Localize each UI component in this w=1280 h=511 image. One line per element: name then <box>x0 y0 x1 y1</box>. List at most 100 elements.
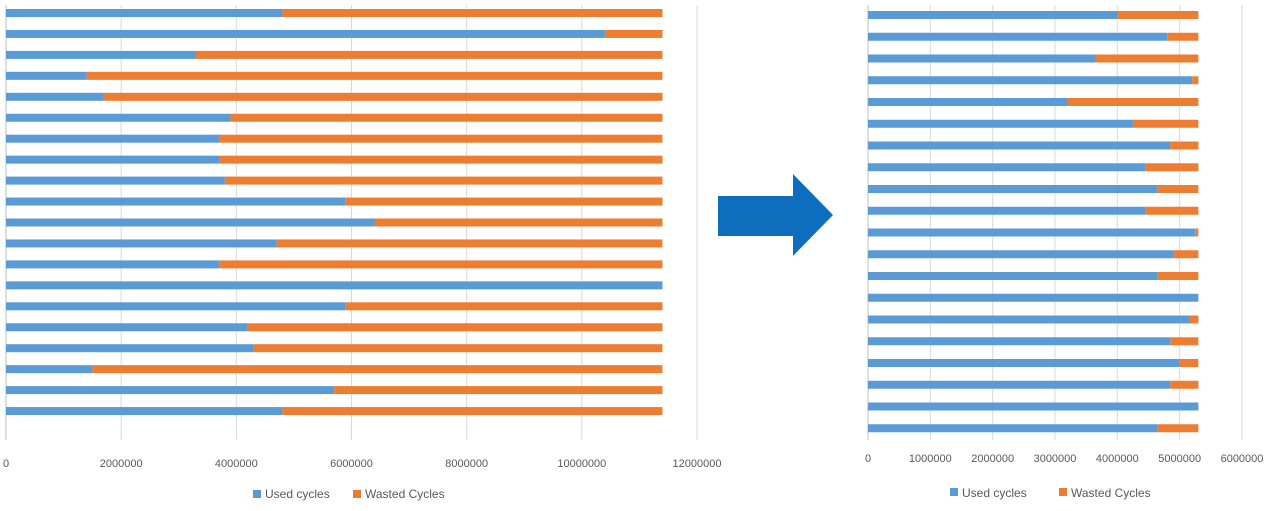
right-bar-wasted-cycles <box>1067 98 1199 106</box>
right-x-tick-label: 1000000 <box>909 453 952 465</box>
left-bar-used-cycles <box>6 218 375 227</box>
right-bar-used-cycles <box>868 337 1171 346</box>
right-bar-used-cycles <box>868 119 1133 128</box>
right-arrow-icon <box>718 174 833 256</box>
left-bar-wasted-cycles <box>219 155 663 164</box>
left-bar-used-cycles <box>6 260 220 269</box>
right-x-tick-label: 6000000 <box>1221 453 1264 465</box>
right-bar-used-cycles <box>868 206 1146 215</box>
right-bar-wasted-cycles <box>1157 185 1199 193</box>
right-x-tick-label: 3000000 <box>1034 453 1077 465</box>
right-bar-wasted-cycles <box>1132 119 1199 128</box>
left-legend: Used cycles Wasted Cycles <box>253 487 445 501</box>
left-bar-used-cycles <box>6 365 93 374</box>
left-bar-used-cycles <box>6 302 346 311</box>
left-bar-wasted-cycles <box>345 197 663 206</box>
left-x-tick-label: 0 <box>3 458 9 470</box>
right-gridlines <box>867 5 1243 440</box>
left-legend-wasted-swatch <box>353 490 361 498</box>
left-legend-used-swatch <box>253 490 261 498</box>
left-legend-wasted-label: Wasted Cycles <box>365 487 445 501</box>
left-bar-used-cycles <box>6 29 605 38</box>
right-x-tick-label: 4000000 <box>1096 453 1139 465</box>
left-legend-used-label: Used cycles <box>265 487 330 501</box>
left-x-tick-label: 4000000 <box>215 458 258 470</box>
right-bar-used-cycles <box>868 76 1193 85</box>
right-bar-wasted-cycles <box>1170 141 1199 150</box>
left-bar-used-cycles <box>6 386 335 395</box>
right-bars <box>868 11 1199 433</box>
left-bar-used-cycles <box>6 113 231 122</box>
right-bar-wasted-cycles <box>1145 206 1199 215</box>
right-bar-wasted-cycles <box>1192 76 1199 85</box>
right-bar-used-cycles <box>868 54 1096 63</box>
left-bar-wasted-cycles <box>282 407 663 416</box>
left-bar-used-cycles <box>6 134 220 143</box>
left-bar-used-cycles <box>6 323 248 332</box>
right-bar-used-cycles <box>868 380 1171 389</box>
left-bar-wasted-cycles <box>345 302 663 311</box>
left-bar-used-cycles <box>6 9 283 17</box>
left-bar-wasted-cycles <box>196 50 663 59</box>
right-bar-wasted-cycles <box>1167 32 1199 41</box>
left-bar-used-cycles <box>6 176 225 185</box>
right-x-tick-label: 0 <box>865 453 871 465</box>
left-x-tick-label: 6000000 <box>330 458 373 470</box>
right-legend-used-label: Used cycles <box>962 486 1027 500</box>
left-bar-wasted-cycles <box>253 344 663 353</box>
left-bar-used-cycles <box>6 50 197 59</box>
right-bar-used-cycles <box>868 11 1118 19</box>
right-bar-wasted-cycles <box>1195 228 1199 237</box>
right-bar-used-cycles <box>868 424 1158 433</box>
left-bars <box>6 9 663 416</box>
left-bar-used-cycles <box>6 155 220 164</box>
right-bar-wasted-cycles <box>1173 250 1199 259</box>
left-bar-wasted-cycles <box>219 260 663 269</box>
right-bar-wasted-cycles <box>1179 359 1199 367</box>
right-bar-used-cycles <box>868 141 1171 150</box>
right-bar-used-cycles <box>868 250 1174 259</box>
left-x-tick-label: 10000000 <box>557 458 606 470</box>
right-bar-used-cycles <box>868 359 1180 367</box>
left-bar-wasted-cycles <box>219 134 663 143</box>
left-bar-used-cycles <box>6 92 104 101</box>
left-bar-used-cycles <box>6 281 663 290</box>
left-bar-used-cycles <box>6 71 87 80</box>
right-bar-used-cycles <box>868 98 1068 106</box>
left-bar-wasted-cycles <box>103 92 663 101</box>
right-bar-wasted-cycles <box>1145 163 1199 172</box>
right-bar-used-cycles <box>868 315 1190 324</box>
right-x-tick-label: 5000000 <box>1158 453 1201 465</box>
left-x-tick-label: 12000000 <box>673 458 722 470</box>
left-bar-used-cycles <box>6 344 254 353</box>
right-bar-wasted-cycles <box>1095 54 1199 63</box>
left-bar-wasted-cycles <box>604 29 663 38</box>
left-x-tick-labels: 0 2000000 4000000 6000000 8000000 10000000 120… <box>3 458 722 470</box>
right-bar-wasted-cycles <box>1157 424 1199 433</box>
right-x-tick-label: 2000000 <box>971 453 1014 465</box>
right-bar-wasted-cycles <box>1157 272 1199 280</box>
left-bar-wasted-cycles <box>224 176 663 185</box>
left-bar-wasted-cycles <box>334 386 663 395</box>
left-x-tick-label: 8000000 <box>445 458 488 470</box>
right-bar-used-cycles <box>868 272 1158 280</box>
right-bar-wasted-cycles <box>1170 380 1199 389</box>
left-bar-wasted-cycles <box>276 239 663 248</box>
left-bar-used-cycles <box>6 407 283 416</box>
right-bar-wasted-cycles <box>1117 11 1199 19</box>
right-bar-used-cycles <box>868 185 1158 193</box>
left-x-tick-label: 2000000 <box>100 458 143 470</box>
right-bar-wasted-cycles <box>1189 315 1199 324</box>
right-legend-used-swatch <box>950 488 958 496</box>
right-bar-used-cycles <box>868 402 1199 411</box>
right-bar-wasted-cycles <box>1170 337 1199 346</box>
left-bar-wasted-cycles <box>230 113 663 122</box>
left-bar-wasted-cycles <box>374 218 663 227</box>
left-bar-used-cycles <box>6 197 346 206</box>
left-bar-wasted-cycles <box>247 323 663 332</box>
right-x-tick-labels: 0 1000000 2000000 3000000 4000000 5000000 6000… <box>865 453 1263 465</box>
left-bar-wasted-cycles <box>92 365 663 374</box>
right-bar-used-cycles <box>868 163 1146 172</box>
